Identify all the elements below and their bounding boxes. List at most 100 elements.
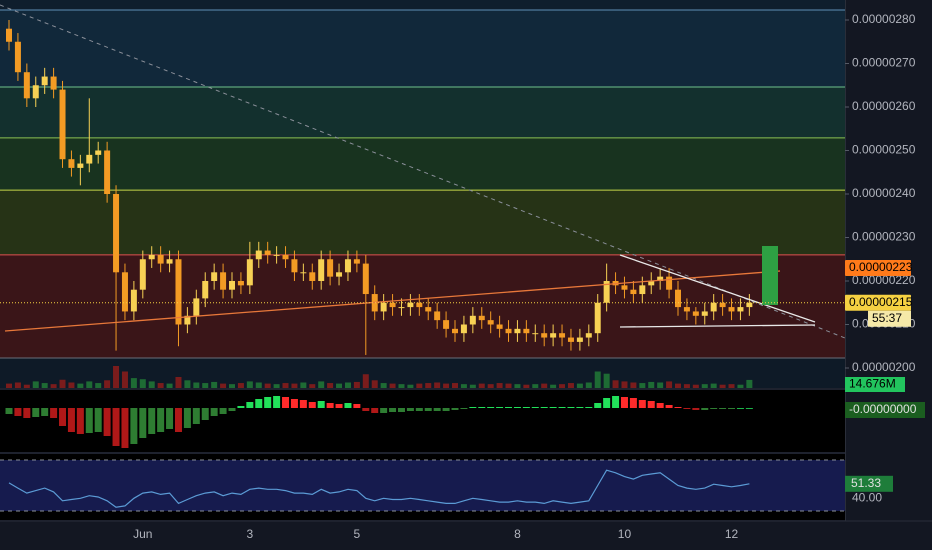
macd-bar [5,408,13,414]
candle-body [505,328,512,334]
rsi-band [0,460,845,511]
volume-bar [371,380,378,388]
volume-bar [282,383,289,388]
volume-bar [594,371,601,388]
macd-bar [620,397,628,408]
macd-bar [264,397,272,408]
y-tick-label: 0.00000200 [852,360,916,374]
volume-bar [264,383,271,388]
macd-bar [558,407,566,408]
macd-bar [112,408,120,446]
volume-bar [710,383,717,388]
y-tick-label: 0.00000270 [852,56,916,70]
volume-bar [23,384,30,388]
candle-body [389,302,396,308]
candle-body [237,280,244,286]
candle-body [104,150,111,194]
macd-bar [290,399,298,408]
macd-tag-label: -0.00000000 [849,402,917,416]
macd-bar [460,408,468,409]
volume-bar [86,381,93,388]
candle-body [68,159,75,168]
candle-body [95,150,102,155]
volume-bar [157,383,164,388]
candle-body [452,328,458,334]
level-band [0,86,845,138]
candle-body [425,307,432,312]
volume-bar [175,377,182,388]
macd-bar [638,400,646,408]
volume-tag-label: 14.676M [849,377,896,391]
candle-body [211,272,218,281]
candle-body [559,333,566,338]
volume-bar [229,384,235,388]
candle-body [23,72,30,99]
volume-bar [246,381,253,388]
candle-body [113,194,120,273]
macd-bar [424,408,432,411]
candle-body [683,307,690,312]
candle-body [460,324,467,334]
candle-body [139,259,146,290]
rsi-tag-label: 51.33 [851,476,881,490]
volume-bar [95,383,102,388]
macd-bar [130,408,138,444]
volume-bar [612,380,619,388]
macd-bar [415,408,423,411]
candle-body [746,302,753,308]
countdown: 55:37 [872,311,902,325]
volume-bar [193,382,200,388]
volume-bar [121,371,128,388]
y-tick-label: 0.00000240 [852,186,916,200]
candle-body [273,254,280,256]
macd-bar [273,396,281,408]
candle-body [728,307,735,312]
level-band [0,10,845,87]
macd-bar [647,401,655,408]
volume-bar [425,383,432,388]
candle-body [657,276,664,281]
bands [0,9,845,359]
candle-body [353,259,360,264]
volume-bar [362,374,369,388]
macd-bar [246,402,254,408]
candle-body [380,302,387,312]
volume-bar [353,381,360,388]
macd-bar [540,407,548,408]
macd-bar [549,407,557,408]
macd-bar [157,408,165,432]
macd-bar [389,408,397,412]
candle-body [202,280,209,299]
macd-bar [505,407,513,408]
macd-bar [522,407,530,408]
candle-body [255,250,262,260]
macd-bar [380,408,388,413]
candle-body [166,259,173,264]
volume-bar [460,384,467,388]
macd-bar [469,407,477,408]
candle-body [532,333,539,335]
macd-bar [201,408,209,420]
x-tick-label: 12 [725,527,739,541]
volume-bar [737,384,744,388]
macd-bar [362,408,370,411]
candle-body [496,324,503,329]
x-tick-label: 5 [354,527,361,541]
candle-body [318,259,325,281]
macd-bar [219,408,227,414]
candle-body [148,254,155,260]
macd-bar [665,405,673,408]
y-tick-label: 0.00000260 [852,99,916,113]
macd-bar [478,407,486,408]
volume-bar [380,383,387,388]
volume-bar [701,384,708,388]
candle-body [469,315,476,325]
candle-body [77,163,84,168]
candle-body [14,41,21,73]
macd-bar [32,408,40,417]
macd-bar [728,408,736,409]
volume-bar [32,381,39,388]
candle-body [487,320,494,325]
candle-body [603,280,610,303]
